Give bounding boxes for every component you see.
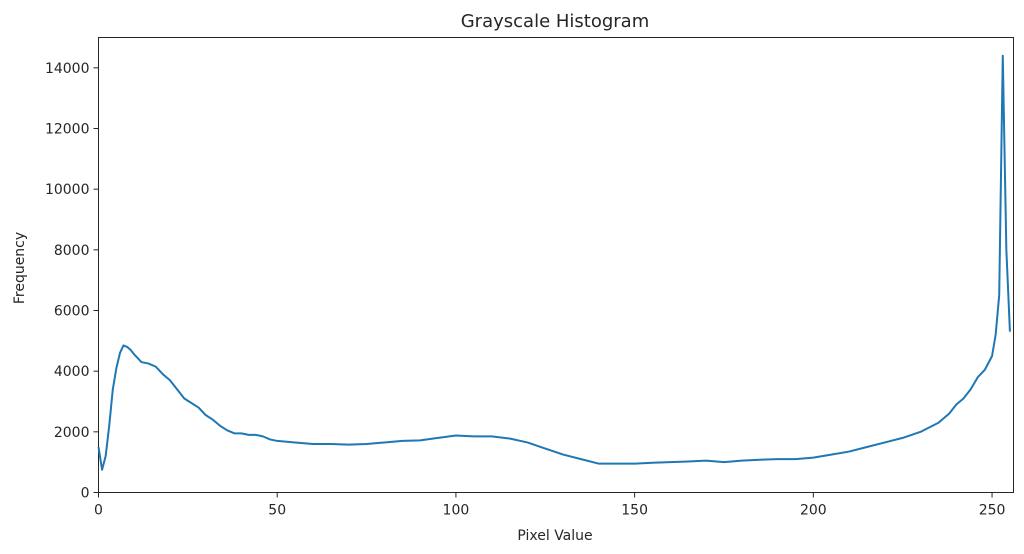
y-tick-label: 4000 [54,364,90,380]
y-axis-label: Frequency [12,232,28,304]
y-axis: 0 2000 4000 6000 8000 10000 12000 14000 [45,61,99,502]
x-tick-label: 250 [979,503,1006,519]
y-tick-label: 8000 [54,243,90,259]
y-tick-label: 2000 [54,425,90,441]
x-tick-label: 200 [800,503,827,519]
x-tick-label: 50 [268,503,286,519]
plot-frame [98,37,1014,493]
x-axis: 0 50 100 150 200 250 [94,492,1006,519]
x-tick-label: 100 [443,503,470,519]
x-tick-label: 150 [621,503,648,519]
x-tick-label: 0 [94,503,103,519]
y-tick-label: 12000 [45,122,90,138]
x-axis-label: Pixel Value [517,528,592,544]
y-tick-label: 10000 [45,182,90,198]
y-tick-label: 0 [81,486,90,502]
y-tick-label: 6000 [54,304,90,320]
histogram-line [97,54,1011,471]
chart-title: Grayscale Histogram [461,11,650,32]
y-tick-label: 14000 [45,61,90,77]
